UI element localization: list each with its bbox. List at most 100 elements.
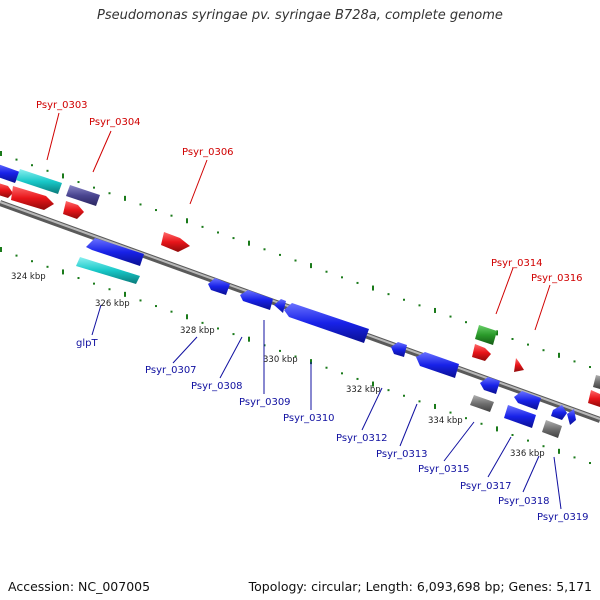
track-dot xyxy=(387,293,390,296)
track-dot xyxy=(62,173,64,179)
track-dot xyxy=(15,158,18,161)
track-dot xyxy=(403,394,405,397)
track-dot xyxy=(542,445,545,448)
gene-glpt-cyan-arrow xyxy=(76,257,140,284)
track-dot xyxy=(248,240,250,246)
track-dot xyxy=(0,151,2,156)
leader-psyr-0303 xyxy=(46,112,60,161)
track-dot xyxy=(62,269,64,275)
track-dot xyxy=(46,265,49,268)
track-dot xyxy=(46,169,49,172)
label-psyr-0312[interactable]: Psyr_0312 xyxy=(336,433,388,444)
gene-psyr-0304-arrow xyxy=(66,185,100,206)
track-dot xyxy=(527,343,529,346)
track-dot xyxy=(403,298,405,301)
track-dot xyxy=(232,333,235,336)
label-psyr-0308[interactable]: Psyr_0308 xyxy=(191,381,243,392)
track-dot xyxy=(155,305,157,308)
reverse-strand-genes xyxy=(76,238,576,438)
track-dot xyxy=(573,360,576,363)
track-dot xyxy=(418,400,421,403)
label-psyr-0319[interactable]: Psyr_0319 xyxy=(537,512,589,523)
gene-psyr-0318-arrow xyxy=(542,420,562,438)
gene-psyr-0304b-arrow xyxy=(63,201,84,219)
gene-right-red-arrow xyxy=(588,390,600,407)
track-dot xyxy=(294,259,297,262)
leader-psyr-0312 xyxy=(361,387,383,431)
label-psyr-0317[interactable]: Psyr_0317 xyxy=(460,481,512,492)
leader-glpt xyxy=(91,304,102,336)
label-glpt[interactable]: glpT xyxy=(76,338,98,349)
leader-psyr-0314 xyxy=(495,267,514,315)
gene-psyr-0319b-arrow xyxy=(567,409,576,425)
label-psyr-0316[interactable]: Psyr_0316 xyxy=(531,273,583,284)
track-dot xyxy=(93,186,95,189)
label-psyr-0303[interactable]: Psyr_0303 xyxy=(36,100,88,111)
track-dot xyxy=(108,192,111,195)
track-dot xyxy=(217,327,219,330)
track-dot xyxy=(573,456,576,459)
track-dot xyxy=(124,291,126,297)
leader-psyr-0306 xyxy=(189,159,208,205)
track-dot xyxy=(0,247,2,252)
leader-psyr-0307 xyxy=(172,336,198,364)
track-dot xyxy=(77,181,80,184)
track-dot xyxy=(341,372,343,375)
label-psyr-0310[interactable]: Psyr_0310 xyxy=(283,413,335,424)
leader-psyr-0318 xyxy=(522,455,540,493)
track-dot xyxy=(124,195,126,201)
label-psyr-0304[interactable]: Psyr_0304 xyxy=(89,117,141,128)
track-dot xyxy=(279,253,281,256)
dotted-tracks xyxy=(0,151,591,465)
track-dot xyxy=(496,426,498,432)
track-dot xyxy=(372,381,374,387)
label-psyr-0314[interactable]: Psyr_0314 xyxy=(491,258,543,269)
track-dot xyxy=(558,448,560,454)
track-dot xyxy=(77,277,80,280)
track-dot xyxy=(527,439,529,442)
track-dot xyxy=(31,260,33,263)
label-psyr-0309[interactable]: Psyr_0309 xyxy=(239,397,291,408)
tick-334kbp: 334 kbp xyxy=(428,416,463,426)
bottom-gene-labels: glpT Psyr_0307 Psyr_0308 Psyr_0309 Psyr_… xyxy=(76,338,589,523)
label-psyr-0315[interactable]: Psyr_0315 xyxy=(418,464,470,475)
track-dot xyxy=(449,411,452,414)
genome-summary-text: Topology: circular; Length: 6,093,698 bp… xyxy=(248,579,592,594)
track-dot xyxy=(279,349,281,352)
track-dot xyxy=(232,237,235,240)
track-dot xyxy=(434,403,436,409)
tick-326kbp: 326 kbp xyxy=(95,299,130,309)
leader-psyr-0315 xyxy=(443,421,475,462)
track-dot xyxy=(186,218,188,224)
map-title: Pseudomonas syringae pv. syringae B728a,… xyxy=(97,8,503,23)
track-dot xyxy=(108,288,111,291)
top-gene-labels: Psyr_0303 Psyr_0304 Psyr_0306 Psyr_0314 … xyxy=(36,100,583,284)
gene-psyr-0315-arrow xyxy=(480,377,500,394)
track-dot xyxy=(589,462,591,465)
track-dot xyxy=(372,285,374,291)
gene-psyr-0306-arrow xyxy=(161,232,190,252)
label-psyr-0313[interactable]: Psyr_0313 xyxy=(376,449,428,460)
gene-psyr-0301-arrow xyxy=(0,183,13,198)
track-dot xyxy=(356,377,359,380)
label-psyr-0307[interactable]: Psyr_0307 xyxy=(145,365,197,376)
gene-psyr-0315-gray-arrow xyxy=(470,395,494,412)
gene-psyr-0316-arrow xyxy=(514,358,524,372)
label-psyr-0306[interactable]: Psyr_0306 xyxy=(182,147,234,158)
gene-psyr-0307-arrow xyxy=(208,278,230,295)
track-dot xyxy=(170,214,173,217)
gene-psyr-0319-arrow xyxy=(551,405,567,420)
leader-psyr-0304 xyxy=(92,130,112,173)
track-dot xyxy=(325,366,328,369)
accession-text: Accession: NC_007005 xyxy=(8,579,151,594)
track-dot xyxy=(186,314,188,320)
track-dot xyxy=(325,270,328,273)
gene-psyr-0317b-arrow xyxy=(504,405,536,428)
gene-psyr-0314b-arrow xyxy=(472,344,491,361)
gene-glpt-arrow xyxy=(86,238,144,266)
track-dot xyxy=(201,321,204,324)
leader-psyr-0308 xyxy=(219,336,243,379)
label-psyr-0318[interactable]: Psyr_0318 xyxy=(498,496,550,507)
track-dot xyxy=(434,307,436,313)
